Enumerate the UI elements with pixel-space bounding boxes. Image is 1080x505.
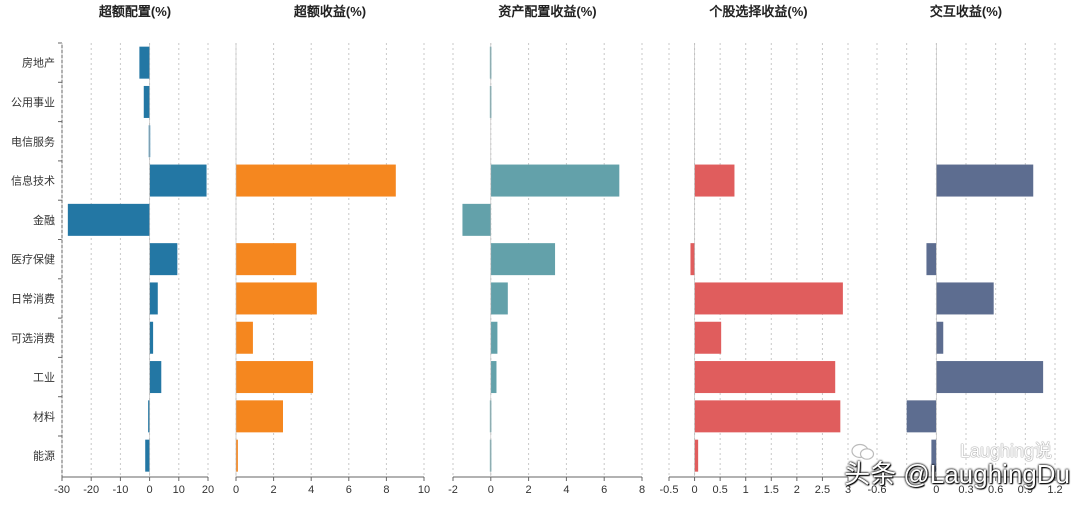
bar [149, 243, 178, 276]
x-tick-label: 2 [526, 484, 532, 496]
x-tick-label: 2 [271, 484, 277, 496]
bar [694, 361, 836, 394]
x-tick-label: 0.5 [712, 484, 727, 496]
category-label: 金融 [33, 213, 55, 227]
bar [149, 321, 154, 354]
bar [694, 439, 699, 472]
wechat-icon [851, 443, 875, 460]
x-tick-label: 4 [563, 484, 569, 496]
x-tick-label: 10 [418, 484, 430, 496]
x-tick-label: -0.6 [868, 484, 887, 496]
category-label: 可选消费 [11, 331, 55, 345]
panel-3: 资产配置收益(%) -2 0 2 4 6 8 [448, 4, 645, 496]
x-tick-label: 20 [202, 484, 214, 496]
bar [490, 243, 556, 276]
bar [926, 243, 937, 276]
x-tick-label: -30 [54, 484, 70, 496]
category-label: 房地产 [22, 56, 55, 70]
x-tick-label: 1.2 [1047, 484, 1062, 496]
panel-title: 交互收益(%) [930, 4, 1002, 19]
bar [236, 282, 317, 315]
bar [694, 321, 722, 354]
bar [694, 164, 735, 197]
bar [936, 164, 1034, 197]
bar [236, 243, 297, 276]
panel-title: 资产配置收益(%) [498, 4, 596, 19]
bar [906, 400, 937, 433]
x-tick-label: -0.5 [660, 484, 679, 496]
x-tick-label: 8 [639, 484, 645, 496]
bar [490, 361, 497, 394]
x-tick-label: -20 [83, 484, 99, 496]
x-tick-label: -10 [112, 484, 128, 496]
x-tick-label: -2 [448, 484, 458, 496]
bar [236, 321, 253, 354]
bar [490, 164, 620, 197]
bar [148, 400, 150, 433]
panel-1: 超额配置(%) -30 -20 -10 0 10 20 [54, 4, 214, 496]
x-tick-label: 4 [308, 484, 314, 496]
watermark-small: Laughing说 [959, 441, 1052, 461]
bar [149, 282, 158, 315]
panel-2: 超额收益(%) 0 2 4 6 8 10 [233, 4, 430, 496]
bar [236, 439, 238, 472]
x-tick-label: 10 [173, 484, 185, 496]
bar [690, 243, 695, 276]
x-tick-label: 0 [692, 484, 698, 496]
bar [149, 164, 207, 197]
category-label: 能源 [33, 449, 55, 463]
panel-5: 交互收益(%) -0.6 0 0.3 0.6 0.9 1.2 [868, 4, 1063, 496]
category-label: 公用事业 [11, 96, 55, 109]
bar [149, 361, 162, 394]
panel-4: 个股选择收益(%) -0.5 0 0.5 1 1.5 2 2.5 3 [660, 4, 852, 496]
x-tick-label: 8 [383, 484, 389, 496]
category-label: 信息技术 [11, 174, 55, 188]
bar [490, 321, 498, 354]
x-tick-label: 0.3 [958, 484, 973, 496]
panel-title: 个股选择收益(%) [708, 4, 807, 19]
x-tick-label: 0 [233, 484, 239, 496]
bar [936, 321, 944, 354]
x-tick-label: 0 [488, 484, 494, 496]
x-tick-label: 6 [346, 484, 352, 496]
x-tick-label: 0 [147, 484, 153, 496]
x-tick-label: 2 [794, 484, 800, 496]
bar [936, 361, 1044, 394]
category-label: 工业 [33, 371, 55, 384]
bar [694, 400, 841, 433]
bar [236, 164, 396, 197]
category-label: 日常消费 [11, 291, 55, 305]
x-tick-label: 6 [601, 484, 607, 496]
bar [694, 282, 843, 315]
category-label: 电信服务 [11, 135, 55, 148]
category-label: 医疗保健 [11, 252, 55, 266]
category-label: 材料 [33, 409, 55, 423]
bar [139, 46, 150, 79]
bar [67, 203, 150, 236]
bar [936, 282, 994, 315]
bar [931, 439, 937, 472]
x-tick-label: 1.5 [764, 484, 779, 496]
watermark-main: 头条 @LaughingDu [844, 459, 1070, 489]
x-tick-label: 1 [743, 484, 749, 496]
x-tick-label: 2.5 [815, 484, 830, 496]
x-tick-label: 0.6 [988, 484, 1003, 496]
bar [462, 203, 491, 236]
bar [236, 400, 283, 433]
panel-title: 超额收益(%) [294, 4, 366, 19]
bar [236, 361, 314, 394]
bar [143, 85, 150, 118]
x-tick-label: 0 [933, 484, 939, 496]
panel-title: 超额配置(%) [99, 4, 171, 19]
bar [490, 282, 508, 315]
bar [145, 439, 150, 472]
x-tick-label: 0.9 [1018, 484, 1033, 496]
x-tick-label: 3 [845, 484, 851, 496]
